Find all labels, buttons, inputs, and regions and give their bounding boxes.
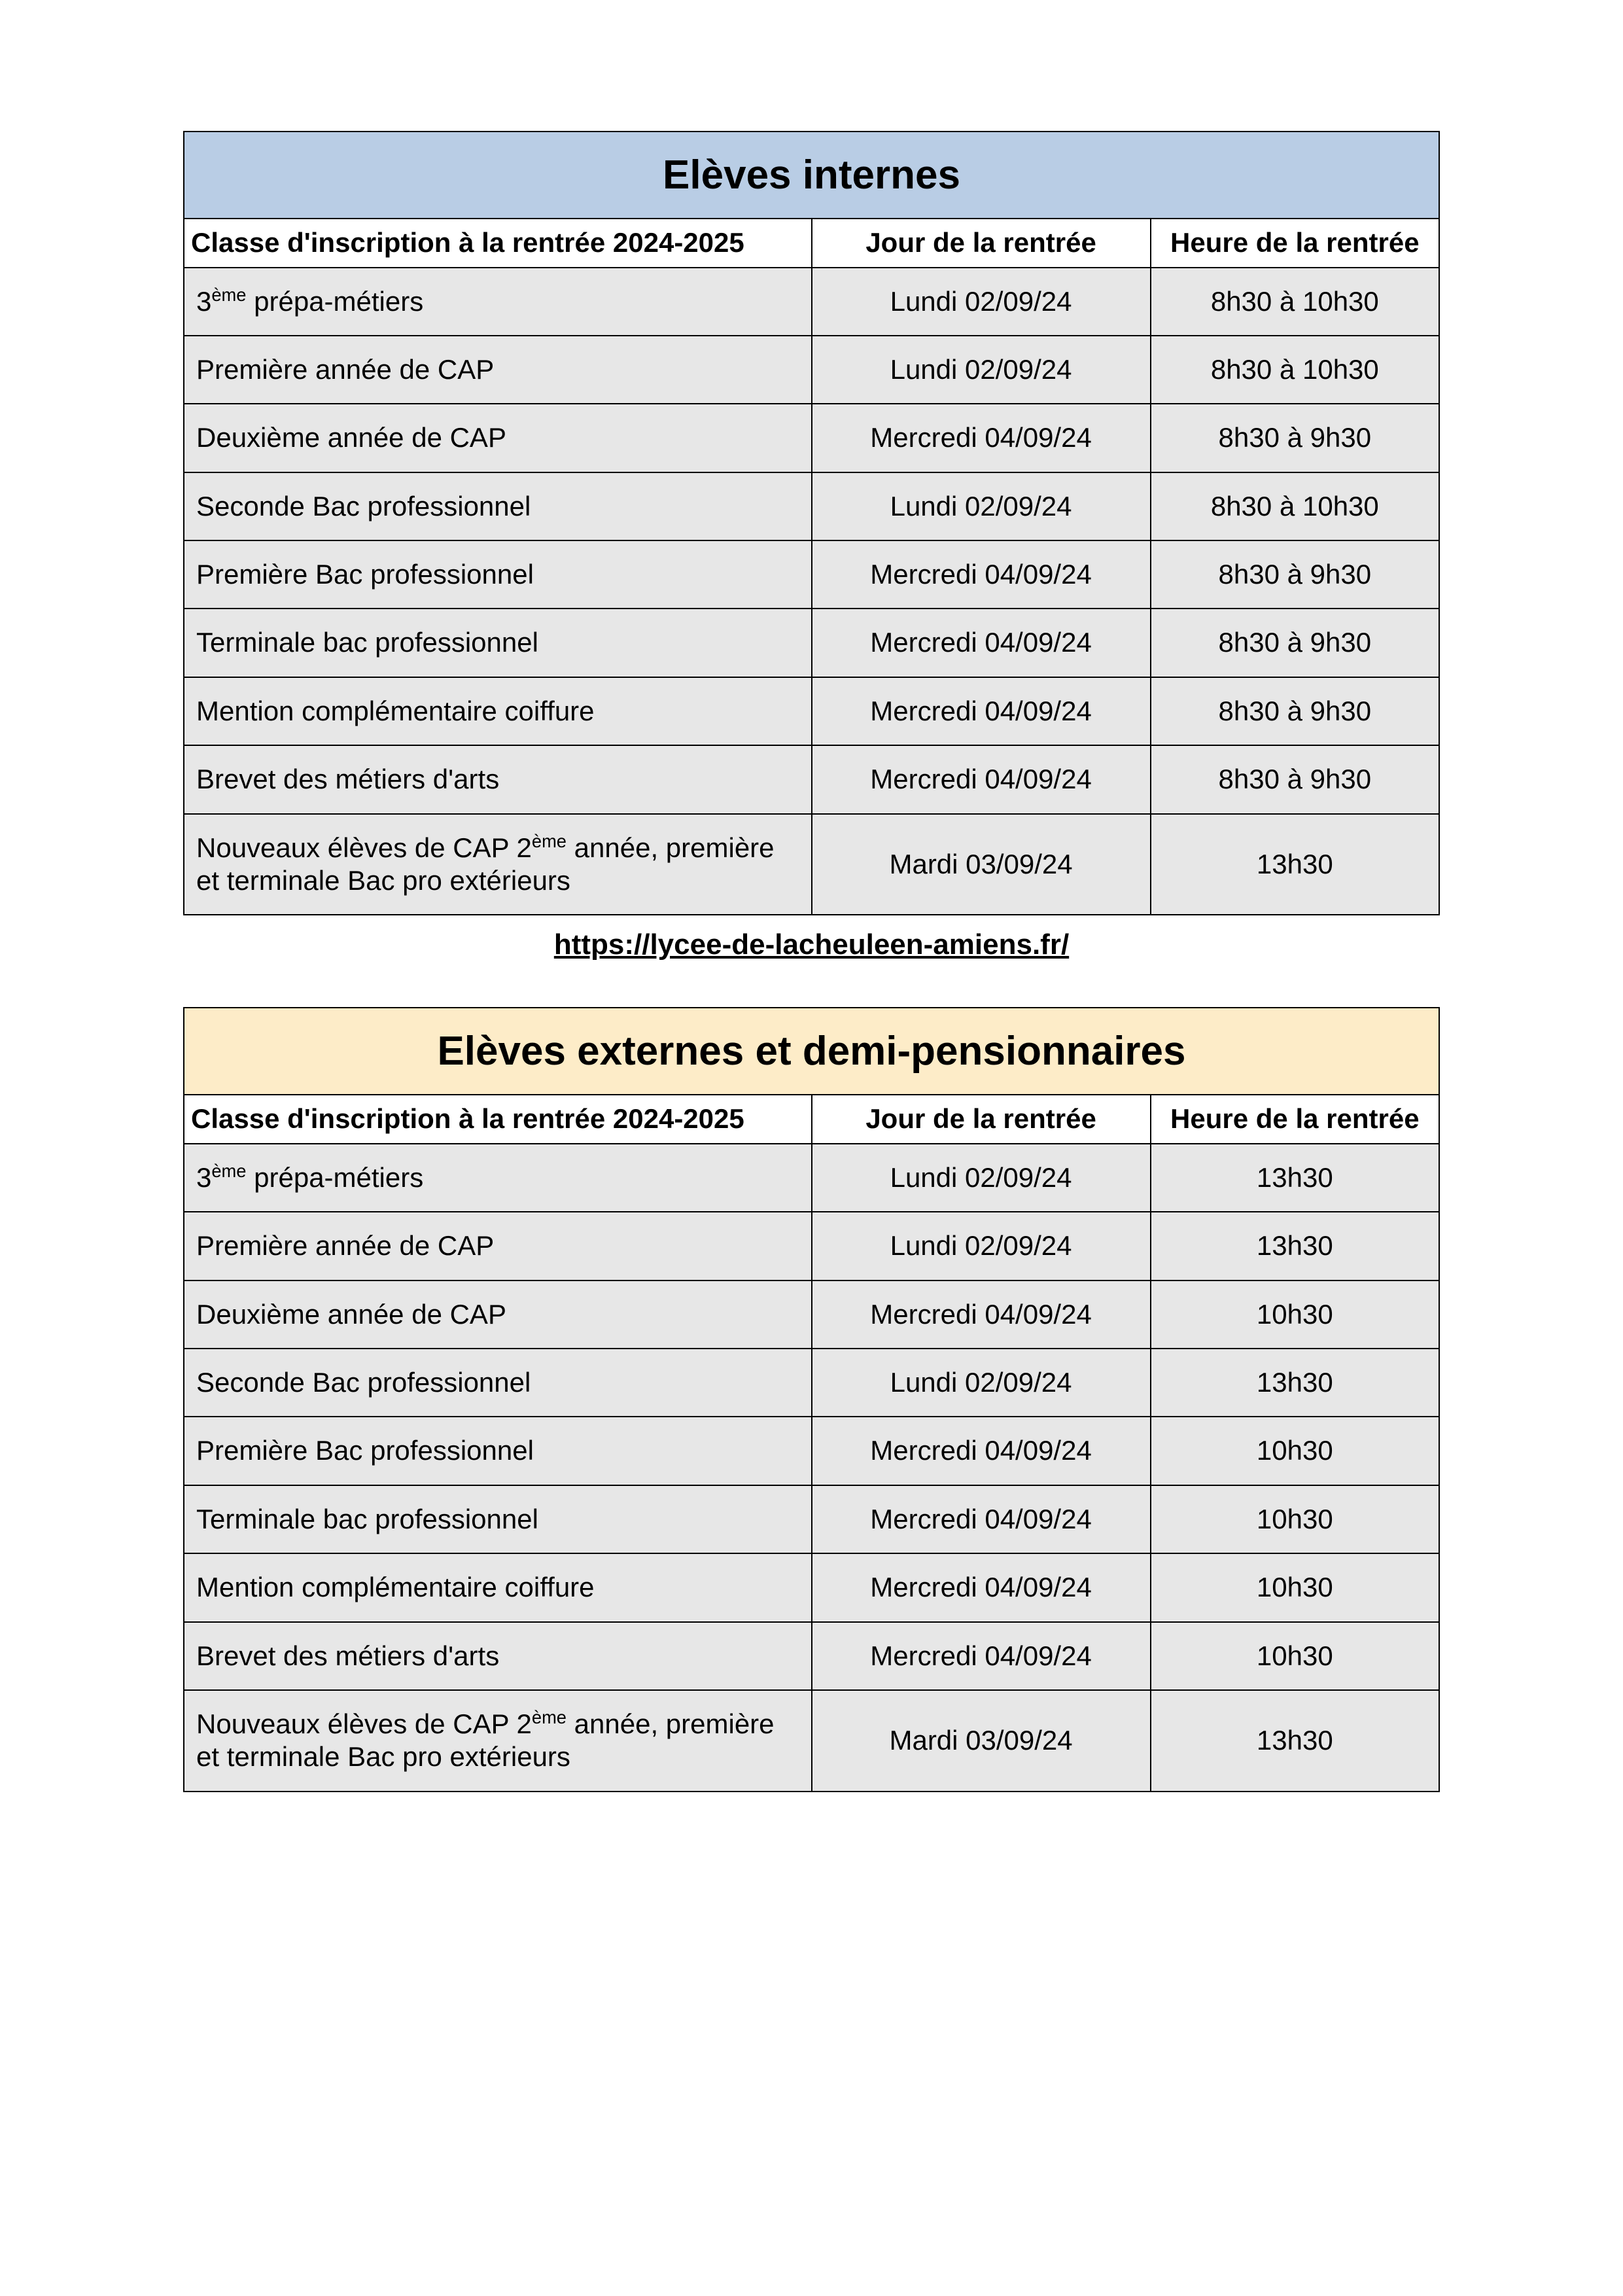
table-row: Première année de CAPLundi 02/09/2413h30 <box>184 1212 1439 1280</box>
cell-day: Mercredi 04/09/24 <box>812 1280 1151 1349</box>
table-row: Mention complémentaire coiffureMercredi … <box>184 1553 1439 1621</box>
cell-day: Mercredi 04/09/24 <box>812 745 1151 813</box>
table-title: Elèves internes <box>184 132 1439 219</box>
table-row: 3ème prépa-métiersLundi 02/09/2413h30 <box>184 1144 1439 1212</box>
table-title-row: Elèves externes et demi-pensionnaires <box>184 1008 1439 1095</box>
cell-day: Lundi 02/09/24 <box>812 472 1151 540</box>
cell-time: 10h30 <box>1151 1485 1439 1553</box>
cell-class: Terminale bac professionnel <box>184 1485 812 1553</box>
cell-time: 13h30 <box>1151 1212 1439 1280</box>
cell-day: Mardi 03/09/24 <box>812 814 1151 915</box>
cell-class: Mention complémentaire coiffure <box>184 1553 812 1621</box>
cell-day: Mercredi 04/09/24 <box>812 1485 1151 1553</box>
cell-day: Lundi 02/09/24 <box>812 1144 1151 1212</box>
cell-class: Nouveaux élèves de CAP 2ème année, premi… <box>184 1690 812 1792</box>
table-row: Première Bac professionnelMercredi 04/09… <box>184 540 1439 609</box>
document-page: Elèves internes Classe d'inscription à l… <box>0 0 1623 2296</box>
cell-class: Première Bac professionnel <box>184 1417 812 1485</box>
table-row: Mention complémentaire coiffureMercredi … <box>184 677 1439 745</box>
table-row: Première Bac professionnelMercredi 04/09… <box>184 1417 1439 1485</box>
cell-class: Première année de CAP <box>184 336 812 404</box>
table-row: Nouveaux élèves de CAP 2ème année, premi… <box>184 814 1439 915</box>
cell-day: Lundi 02/09/24 <box>812 1212 1151 1280</box>
cell-class: Seconde Bac professionnel <box>184 1349 812 1417</box>
header-day: Jour de la rentrée <box>812 219 1151 268</box>
cell-time: 13h30 <box>1151 1144 1439 1212</box>
cell-day: Lundi 02/09/24 <box>812 336 1151 404</box>
cell-class: Deuxième année de CAP <box>184 1280 812 1349</box>
cell-day: Mercredi 04/09/24 <box>812 1553 1151 1621</box>
cell-class: 3ème prépa-métiers <box>184 1144 812 1212</box>
cell-day: Mardi 03/09/24 <box>812 1690 1151 1792</box>
cell-time: 10h30 <box>1151 1622 1439 1690</box>
cell-class: Mention complémentaire coiffure <box>184 677 812 745</box>
cell-time: 13h30 <box>1151 1349 1439 1417</box>
cell-day: Mercredi 04/09/24 <box>812 540 1151 609</box>
cell-time: 13h30 <box>1151 1690 1439 1792</box>
table-internes: Elèves internes Classe d'inscription à l… <box>183 131 1440 915</box>
cell-time: 8h30 à 10h30 <box>1151 336 1439 404</box>
table-row: Seconde Bac professionnelLundi 02/09/241… <box>184 1349 1439 1417</box>
header-day: Jour de la rentrée <box>812 1095 1151 1144</box>
site-link[interactable]: https://lycee-de-lacheuleen-amiens.fr/ <box>183 928 1440 961</box>
cell-time: 8h30 à 9h30 <box>1151 609 1439 677</box>
table-row: Nouveaux élèves de CAP 2ème année, premi… <box>184 1690 1439 1792</box>
cell-time: 10h30 <box>1151 1553 1439 1621</box>
cell-time: 8h30 à 9h30 <box>1151 745 1439 813</box>
cell-class: Seconde Bac professionnel <box>184 472 812 540</box>
table-row: Terminale bac professionnelMercredi 04/0… <box>184 609 1439 677</box>
cell-class: Brevet des métiers d'arts <box>184 1622 812 1690</box>
header-class: Classe d'inscription à la rentrée 2024-2… <box>184 1095 812 1144</box>
table-title: Elèves externes et demi-pensionnaires <box>184 1008 1439 1095</box>
cell-class: Deuxième année de CAP <box>184 404 812 472</box>
cell-class: Première année de CAP <box>184 1212 812 1280</box>
cell-class: Brevet des métiers d'arts <box>184 745 812 813</box>
header-class: Classe d'inscription à la rentrée 2024-2… <box>184 219 812 268</box>
cell-time: 10h30 <box>1151 1417 1439 1485</box>
cell-day: Mercredi 04/09/24 <box>812 404 1151 472</box>
cell-time: 8h30 à 9h30 <box>1151 404 1439 472</box>
cell-day: Lundi 02/09/24 <box>812 1349 1151 1417</box>
cell-class: Terminale bac professionnel <box>184 609 812 677</box>
cell-class: Première Bac professionnel <box>184 540 812 609</box>
cell-day: Mercredi 04/09/24 <box>812 1622 1151 1690</box>
table-header-row: Classe d'inscription à la rentrée 2024-2… <box>184 219 1439 268</box>
table-title-row: Elèves internes <box>184 132 1439 219</box>
table-row: Brevet des métiers d'artsMercredi 04/09/… <box>184 745 1439 813</box>
table-externes: Elèves externes et demi-pensionnaires Cl… <box>183 1007 1440 1792</box>
table-header-row: Classe d'inscription à la rentrée 2024-2… <box>184 1095 1439 1144</box>
table-body-internes: 3ème prépa-métiersLundi 02/09/248h30 à 1… <box>184 268 1439 915</box>
table-row: Seconde Bac professionnelLundi 02/09/248… <box>184 472 1439 540</box>
cell-time: 8h30 à 9h30 <box>1151 677 1439 745</box>
header-time: Heure de la rentrée <box>1151 1095 1439 1144</box>
cell-day: Mercredi 04/09/24 <box>812 1417 1151 1485</box>
cell-time: 13h30 <box>1151 814 1439 915</box>
cell-day: Lundi 02/09/24 <box>812 268 1151 336</box>
table-row: Terminale bac professionnelMercredi 04/0… <box>184 1485 1439 1553</box>
table-row: Première année de CAPLundi 02/09/248h30 … <box>184 336 1439 404</box>
cell-time: 8h30 à 10h30 <box>1151 268 1439 336</box>
cell-day: Mercredi 04/09/24 <box>812 677 1151 745</box>
cell-day: Mercredi 04/09/24 <box>812 609 1151 677</box>
cell-time: 8h30 à 10h30 <box>1151 472 1439 540</box>
table-row: Brevet des métiers d'artsMercredi 04/09/… <box>184 1622 1439 1690</box>
table-row: Deuxième année de CAPMercredi 04/09/2410… <box>184 1280 1439 1349</box>
cell-class: Nouveaux élèves de CAP 2ème année, premi… <box>184 814 812 915</box>
table-body-externes: 3ème prépa-métiersLundi 02/09/2413h30Pre… <box>184 1144 1439 1792</box>
cell-class: 3ème prépa-métiers <box>184 268 812 336</box>
cell-time: 8h30 à 9h30 <box>1151 540 1439 609</box>
header-time: Heure de la rentrée <box>1151 219 1439 268</box>
cell-time: 10h30 <box>1151 1280 1439 1349</box>
table-row: 3ème prépa-métiersLundi 02/09/248h30 à 1… <box>184 268 1439 336</box>
table-row: Deuxième année de CAPMercredi 04/09/248h… <box>184 404 1439 472</box>
